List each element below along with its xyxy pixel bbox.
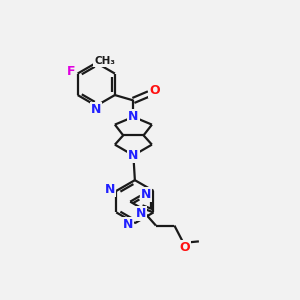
Text: N: N — [123, 218, 134, 231]
Text: F: F — [67, 65, 75, 78]
Text: N: N — [128, 149, 139, 162]
Text: N: N — [91, 103, 101, 116]
Text: O: O — [149, 84, 160, 98]
Text: O: O — [179, 241, 190, 254]
Text: CH₃: CH₃ — [94, 56, 115, 66]
Text: N: N — [141, 188, 151, 201]
Text: N: N — [105, 183, 116, 196]
Text: N: N — [128, 110, 139, 123]
Text: N: N — [136, 207, 146, 220]
